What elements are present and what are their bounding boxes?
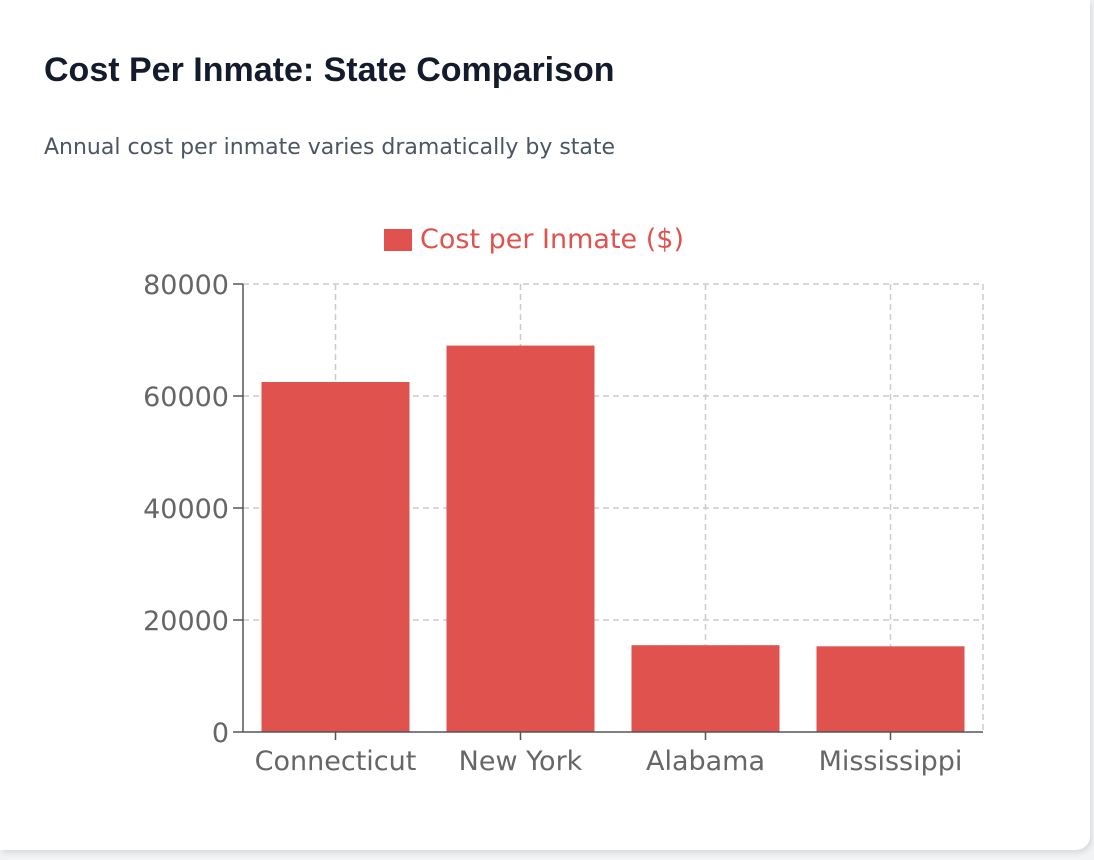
bar-mississippi	[816, 646, 965, 732]
bars	[261, 345, 965, 732]
y-tick-label: 0	[212, 718, 229, 749]
y-tick-label: 40000	[143, 494, 229, 525]
legend-label: Cost per Inmate ($)	[420, 224, 684, 255]
legend: Cost per Inmate ($)	[384, 224, 684, 255]
bar-new-york	[446, 345, 595, 732]
bar-alabama	[631, 645, 780, 732]
bar-connecticut	[261, 382, 410, 732]
y-tick-label: 60000	[143, 382, 229, 413]
x-tick-label: Connecticut	[255, 746, 417, 777]
page-title: Cost Per Inmate: State Comparison	[44, 51, 615, 89]
legend-swatch	[384, 229, 412, 251]
x-tick-label: Mississippi	[819, 746, 963, 777]
y-tick-label: 80000	[143, 270, 229, 301]
x-tick-label: New York	[459, 746, 583, 777]
x-tick-label: Alabama	[646, 746, 765, 777]
page-subtitle: Annual cost per inmate varies dramatical…	[44, 135, 616, 160]
axes: 0 20000 40000 60000 80000 Connecticut New York…	[143, 270, 983, 777]
y-tick-label: 20000	[143, 606, 229, 637]
